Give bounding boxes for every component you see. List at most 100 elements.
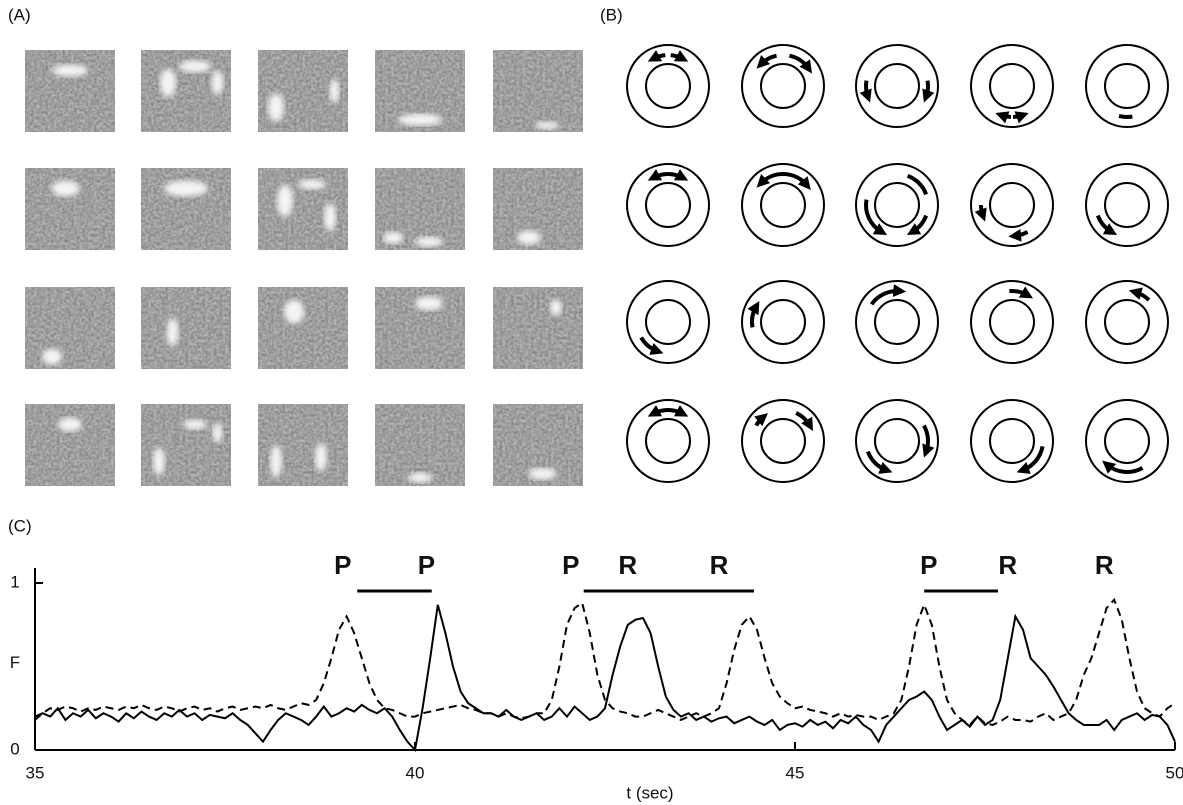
image-blob: [51, 180, 80, 197]
ring-inner: [1104, 182, 1150, 228]
image-tile-noise: [141, 287, 231, 369]
ring-inner: [760, 63, 806, 109]
ring-arrow: [922, 80, 935, 103]
trace-chart: 35 40 45 50 0 1 Ft (sec) P P P R R P R R: [10, 550, 1183, 803]
ring-outer: [741, 163, 825, 247]
ring-arrow: [1095, 214, 1118, 236]
ring-outer: [1085, 399, 1169, 483]
ring-inner: [874, 418, 920, 464]
image-blob: [383, 231, 403, 244]
ring-outer: [970, 163, 1054, 247]
image-tile-noise: [258, 404, 348, 486]
x-tick-label: 50: [1166, 763, 1183, 782]
y-tick-label: 0: [10, 739, 19, 758]
x-tick-label: 35: [26, 763, 45, 782]
ring-arrow: [639, 336, 664, 355]
event-label: P: [334, 550, 351, 580]
event-label: R: [998, 550, 1017, 580]
x-tick-label: 40: [406, 763, 425, 782]
event-label: R: [1095, 550, 1114, 580]
ring-outer: [626, 280, 710, 364]
trace-line: [34, 597, 1176, 727]
ring-outer: [970, 399, 1054, 483]
ring-outer: [626, 44, 710, 128]
ring-inner: [645, 182, 691, 228]
image-grid: [25, 50, 583, 486]
ring-inner: [989, 182, 1035, 228]
ring-inner: [989, 299, 1035, 345]
image-tile-noise: [141, 168, 231, 250]
ring-arrow: [859, 80, 872, 103]
ring-inner: [760, 182, 806, 228]
image-blob: [160, 68, 176, 97]
ring-arrow: [795, 411, 814, 432]
x-tick-label: 45: [786, 763, 805, 782]
image-blob: [277, 184, 293, 217]
ring-inner: [874, 63, 920, 109]
ring-outer: [741, 280, 825, 364]
event-label: P: [418, 550, 435, 580]
panel-label: (C): [8, 516, 32, 535]
image-blob: [270, 445, 282, 478]
image-blob: [415, 236, 443, 247]
ring-arrow: [647, 168, 689, 181]
ring-inner: [760, 299, 806, 345]
image-tile-noise: [493, 50, 583, 132]
ring-outer: [970, 44, 1054, 128]
ring-outer: [1085, 280, 1169, 364]
ring-arrow: [995, 111, 1012, 124]
image-blob: [211, 70, 224, 95]
ring-arrow: [754, 413, 768, 427]
ring-arrow: [922, 424, 935, 458]
image-blob: [415, 296, 443, 311]
ring-inner: [645, 299, 691, 345]
ring-outer: [970, 280, 1054, 364]
ring-arrow: [647, 49, 666, 62]
image-blob: [408, 472, 432, 483]
ring-outer: [626, 163, 710, 247]
ring-outer: [855, 280, 939, 364]
ring-outer: [855, 163, 939, 247]
ring-arrow: [974, 204, 987, 222]
x-axis-label: t (sec): [626, 783, 673, 802]
ring-inner: [645, 418, 691, 464]
ring-outer: [626, 399, 710, 483]
trace-line: [34, 604, 1176, 753]
y-axis-label: F: [10, 653, 20, 672]
image-blob: [298, 179, 326, 190]
image-blob: [517, 230, 541, 245]
ring-arrow: [747, 300, 760, 328]
panel-label: (A): [8, 5, 31, 24]
image-blob: [550, 299, 562, 316]
image-blob: [268, 93, 284, 122]
image-blob: [153, 447, 165, 476]
ring-outer: [855, 399, 939, 483]
ring-outer: [855, 44, 939, 128]
ring-inner: [760, 418, 806, 464]
ring-arrow: [906, 214, 929, 236]
image-blob: [284, 299, 304, 324]
ring-inner: [989, 418, 1035, 464]
event-label: P: [562, 550, 579, 580]
image-tile-noise: [25, 168, 115, 250]
ring-arrow: [756, 53, 778, 69]
image-blob: [52, 64, 88, 77]
image-blob: [329, 79, 340, 103]
image-tile-noise: [25, 287, 115, 369]
event-label: R: [710, 550, 729, 580]
image-blob: [315, 443, 327, 472]
y-tick-label: 1: [10, 572, 19, 591]
image-blob: [179, 60, 211, 73]
panel-label: (B): [600, 5, 623, 24]
ring-outer: [741, 399, 825, 483]
ring-outer: [741, 44, 825, 128]
ring-outer: [1085, 44, 1169, 128]
image-tile-noise: [258, 287, 348, 369]
ring-inner: [1104, 63, 1150, 109]
image-blob: [535, 121, 559, 130]
image-tile-noise: [375, 404, 465, 486]
ring-inner: [1104, 299, 1150, 345]
event-label: P: [920, 550, 937, 580]
ring-outer: [1085, 163, 1169, 247]
